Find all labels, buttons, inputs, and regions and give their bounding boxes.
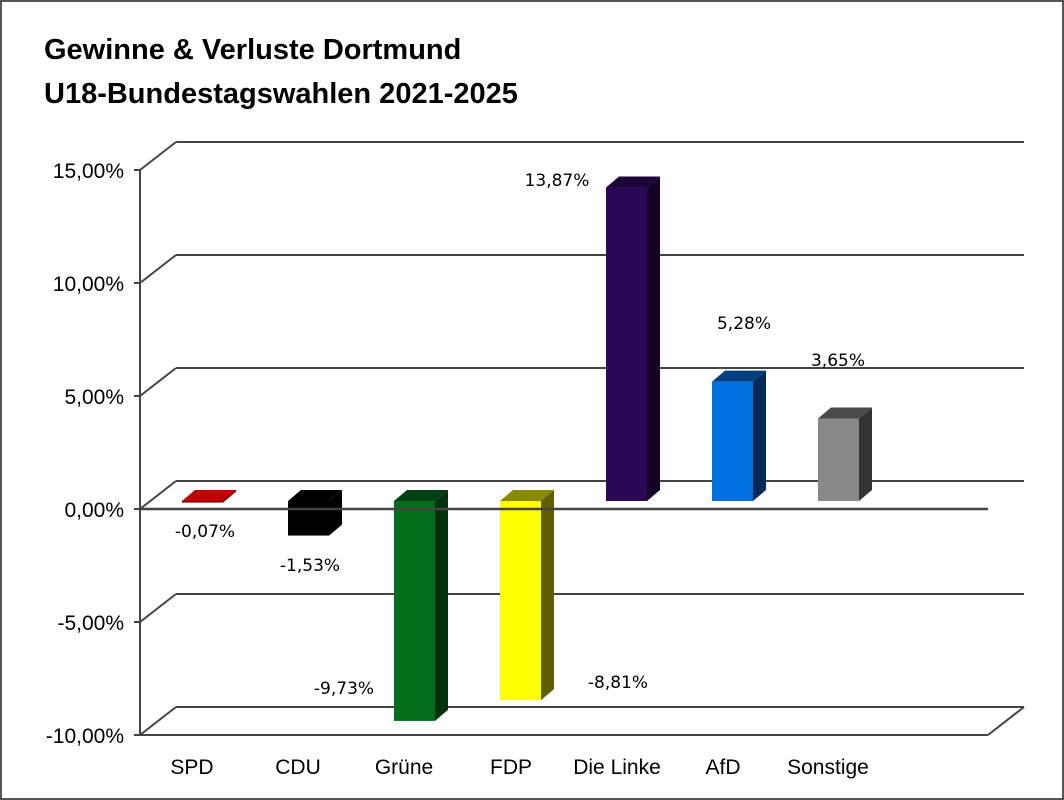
x-tick-label: Grüne: [375, 756, 433, 779]
gridline-side: [139, 141, 177, 171]
bar-top-1: [288, 490, 342, 501]
bar-top-5: [712, 370, 766, 382]
gridline-side: [139, 593, 177, 623]
bar-top-4: [606, 176, 660, 188]
bar-0: [182, 501, 223, 503]
bar-side-2: [435, 490, 448, 721]
bar-side-0: [223, 490, 236, 503]
y-tick-label: 5,00%: [64, 386, 124, 409]
y-tick-label: 10,00%: [53, 273, 124, 296]
bar-3: [500, 501, 541, 701]
bar-side-3: [541, 490, 554, 701]
bar-4: [606, 187, 647, 501]
data-label: -1,53%: [280, 556, 340, 576]
y-tick-label: -5,00%: [57, 612, 124, 635]
gridline-side: [139, 480, 177, 510]
gridline-side: [139, 706, 177, 736]
bar-1: [288, 501, 329, 536]
gridline-side: [139, 367, 177, 397]
bar-side-1: [329, 490, 342, 536]
data-label: 3,65%: [811, 351, 865, 371]
bar-top-3: [500, 490, 554, 501]
y-tick-label: 15,00%: [53, 160, 124, 183]
x-tick-label: SPD: [170, 756, 213, 779]
y-tick-label: -10,00%: [46, 725, 124, 748]
x-tick-label: AfD: [705, 756, 740, 779]
bar-side-4: [647, 176, 660, 501]
data-label: -0,07%: [175, 522, 235, 542]
floor-right-edge: [987, 706, 1025, 736]
data-label: -8,81%: [588, 673, 648, 693]
y-tick-label: 0,00%: [64, 499, 124, 522]
x-tick-label: Sonstige: [787, 756, 869, 779]
bar-side-6: [859, 407, 872, 501]
bar-2: [394, 501, 435, 721]
data-label: -9,73%: [314, 679, 374, 699]
x-tick-label: Die Linke: [573, 756, 661, 779]
chart-title-line-1: Gewinne & Verluste Dortmund: [44, 34, 462, 66]
data-label: 5,28%: [717, 314, 771, 334]
chart-title: Gewinne & Verluste Dortmund U18-Bundesta…: [44, 28, 518, 116]
bar-6: [818, 418, 859, 501]
gridline-side: [139, 254, 177, 284]
bar-top-6: [818, 407, 872, 419]
bar-5: [712, 381, 753, 501]
bar-top-0: [182, 490, 236, 501]
data-label: 13,87%: [525, 171, 590, 191]
x-tick-label: CDU: [275, 756, 321, 779]
chart-title-line-2: U18-Bundestagswahlen 2021-2025: [44, 78, 518, 110]
x-tick-label: FDP: [490, 756, 532, 779]
bar-top-2: [394, 490, 448, 501]
bar-side-5: [753, 370, 766, 501]
